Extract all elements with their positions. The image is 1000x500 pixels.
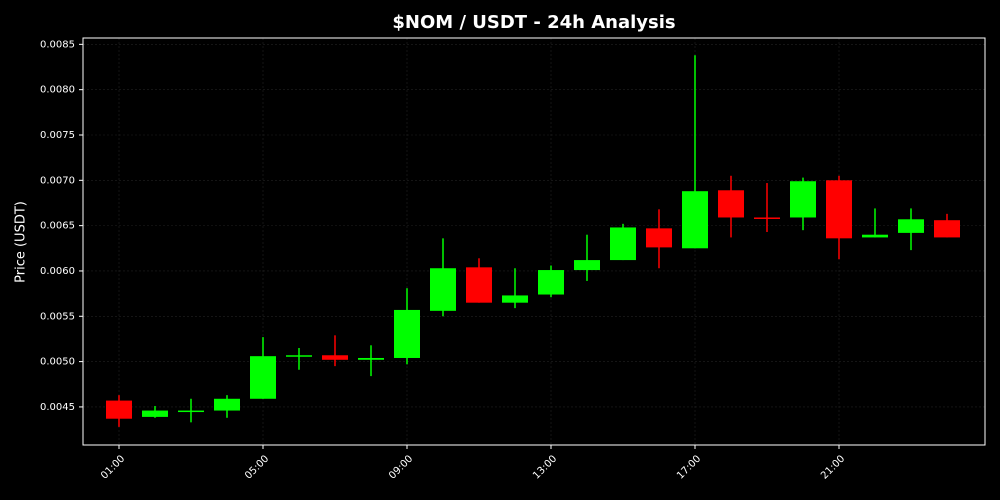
chart-title: $NOM / USDT - 24h Analysis xyxy=(392,12,675,33)
x-tick-label: 09:00 xyxy=(387,453,415,481)
y-tick-label: 0.0080 xyxy=(40,85,75,96)
candle-body xyxy=(106,400,132,419)
y-tick-label: 0.0085 xyxy=(40,39,75,50)
candle-body xyxy=(574,260,600,271)
candle-body xyxy=(682,191,708,249)
candle-body xyxy=(538,270,564,295)
candle-body xyxy=(862,234,888,238)
y-tick-label: 0.0060 xyxy=(40,266,75,277)
candle-body xyxy=(142,410,168,417)
candle-body xyxy=(502,295,528,303)
x-tick-label: 21:00 xyxy=(819,453,847,481)
candle-body xyxy=(178,410,204,413)
y-tick-label: 0.0070 xyxy=(40,175,75,186)
candle-body xyxy=(646,228,672,248)
y-tick-label: 0.0055 xyxy=(40,311,75,322)
x-tick-label: 13:00 xyxy=(531,453,559,481)
candle-body xyxy=(718,190,744,218)
candle-body xyxy=(934,220,960,238)
candle-body xyxy=(250,356,276,399)
x-tick-label: 17:00 xyxy=(675,453,703,481)
x-tick-label: 01:00 xyxy=(99,453,127,481)
candle-body xyxy=(898,219,924,233)
candle-body xyxy=(286,355,312,357)
candle-body xyxy=(466,267,492,303)
y-axis-label: Price (USDT) xyxy=(14,201,29,283)
candle-body xyxy=(826,180,852,239)
candle-body xyxy=(394,309,420,358)
x-tick-label: 05:00 xyxy=(243,453,271,481)
candle-body xyxy=(754,217,780,219)
plot-frame xyxy=(82,37,986,446)
candle-body xyxy=(790,181,816,218)
candle-body xyxy=(358,357,384,360)
y-tick-label: 0.0050 xyxy=(40,357,75,368)
candle-body xyxy=(214,398,240,411)
candle-body xyxy=(610,227,636,261)
candle-body xyxy=(430,268,456,311)
y-tick-label: 0.0065 xyxy=(40,221,75,232)
candle-body xyxy=(322,355,348,360)
y-tick-label: 0.0045 xyxy=(40,402,75,413)
y-tick-label: 0.0075 xyxy=(40,130,75,141)
